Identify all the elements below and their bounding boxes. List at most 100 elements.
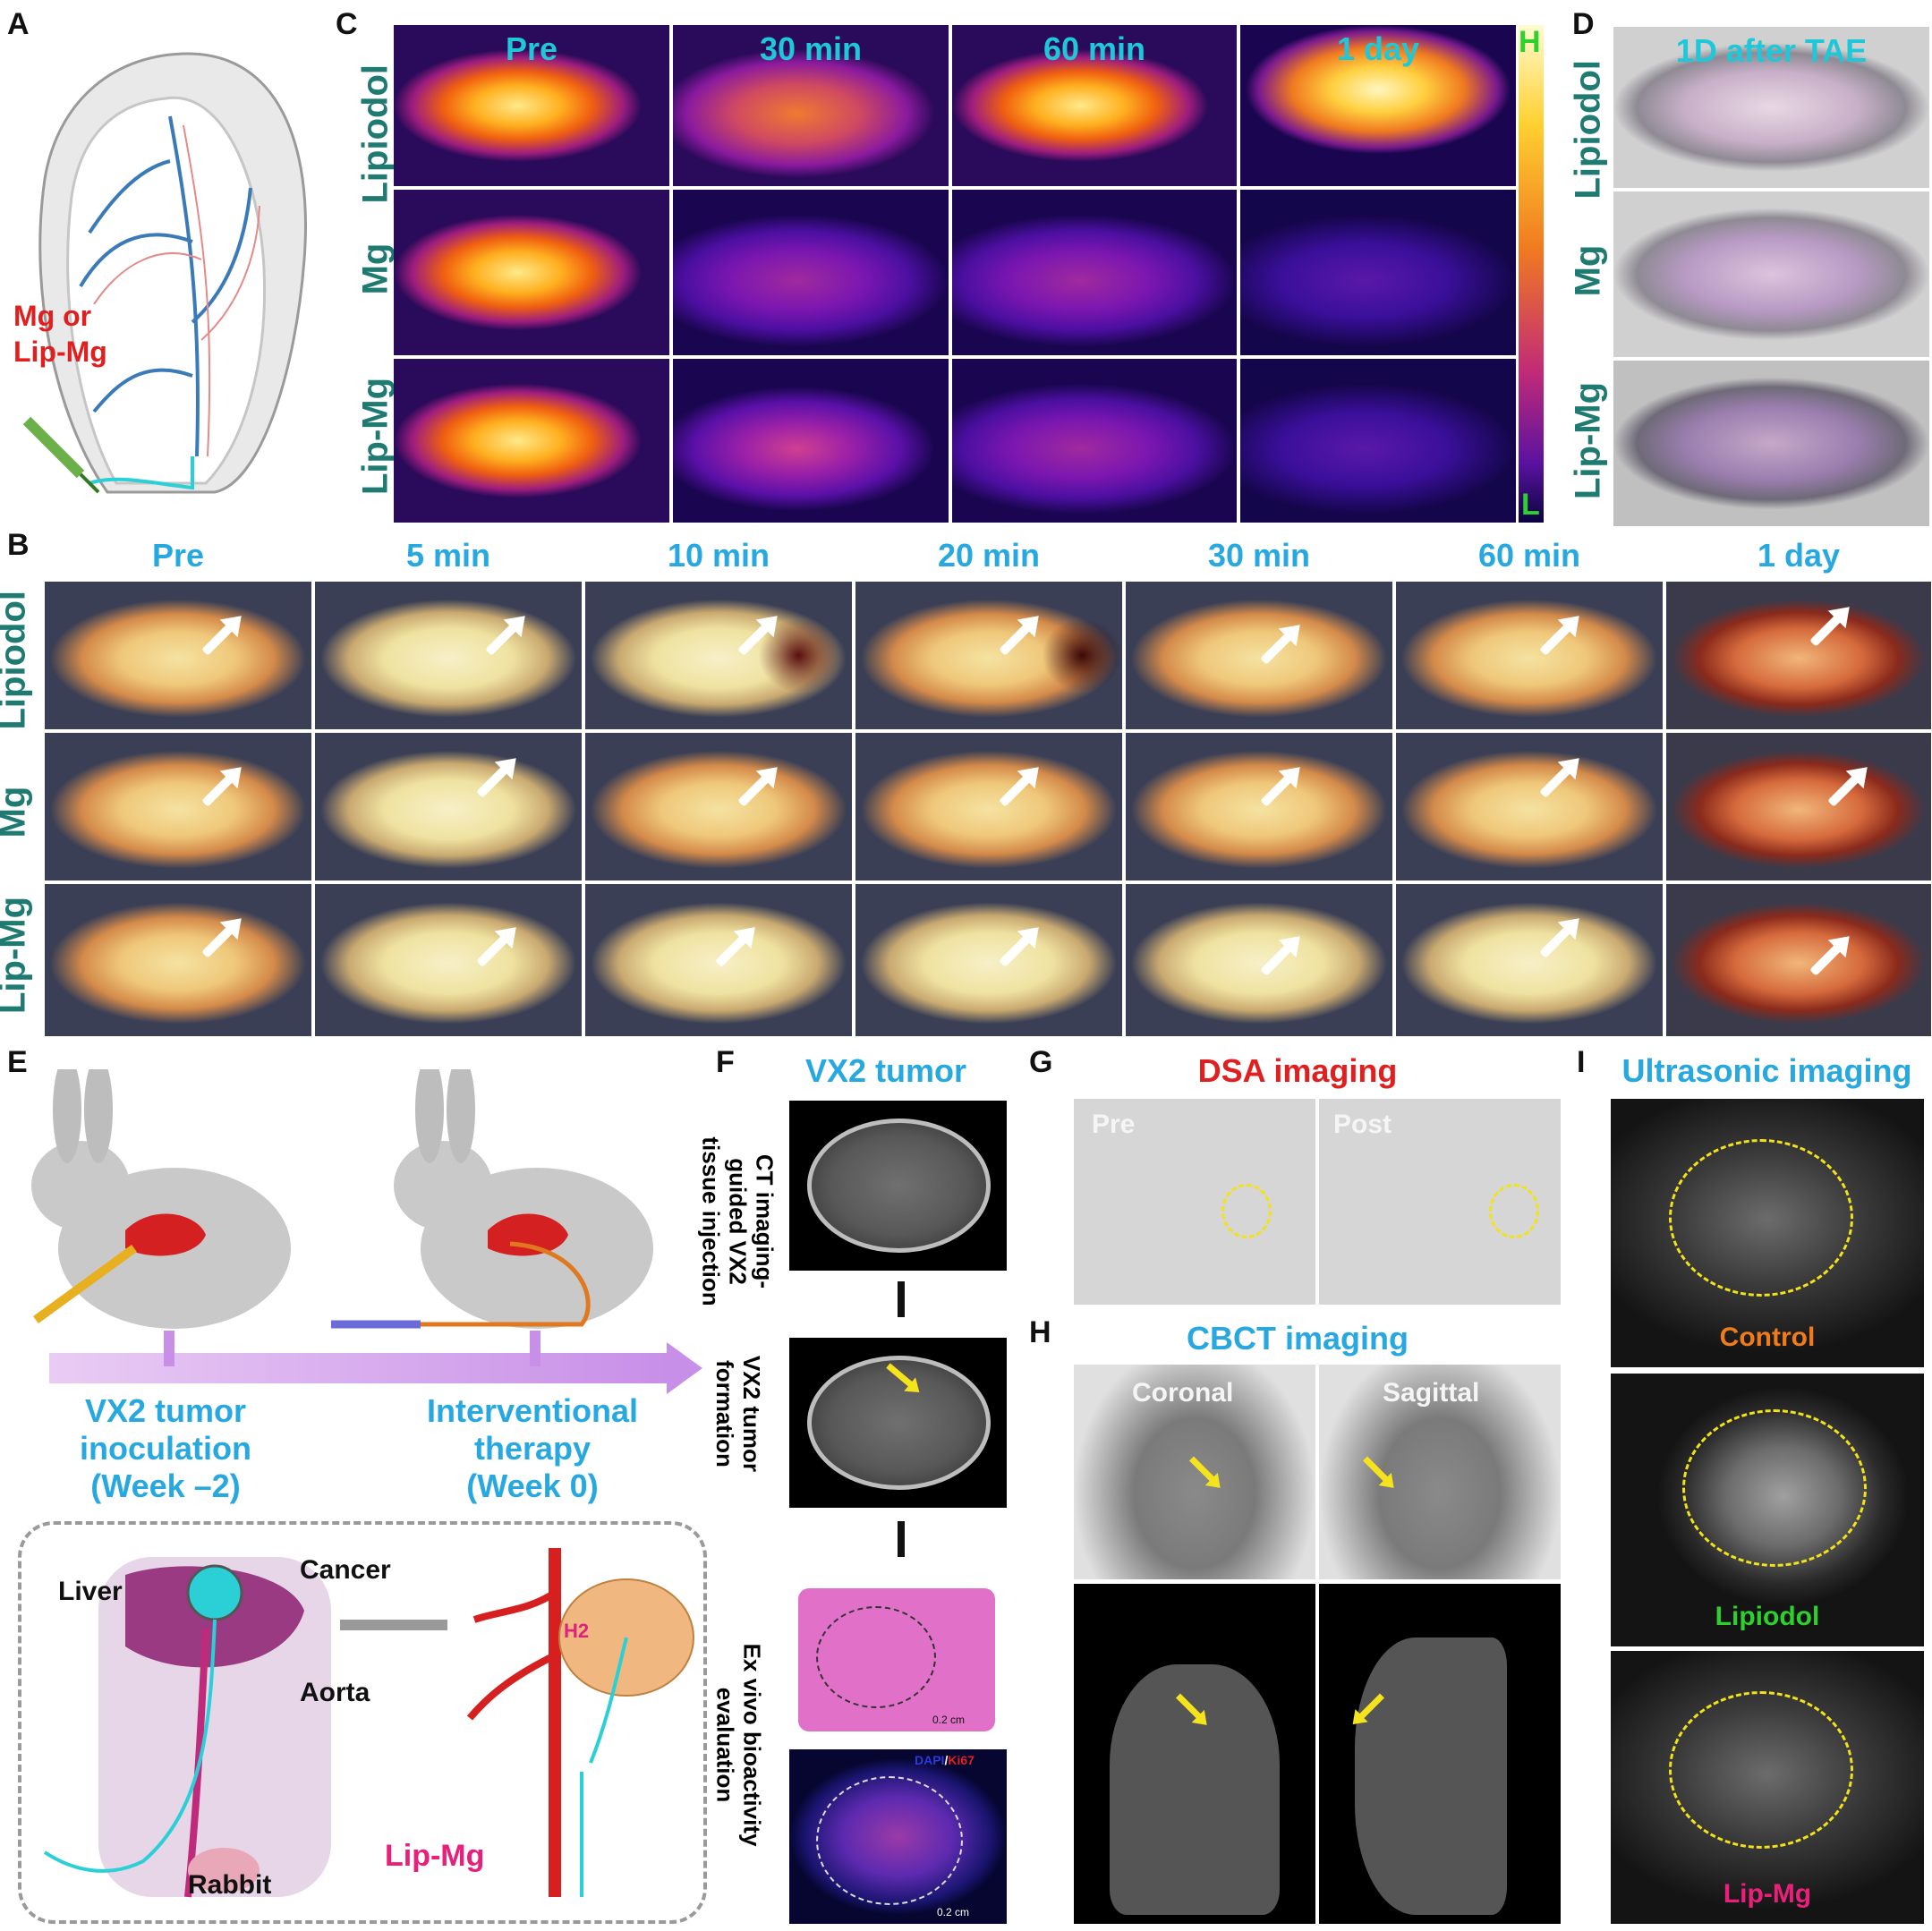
cbct-coronal-label: Coronal (1132, 1378, 1234, 1408)
photo-lipmg-5min (315, 884, 582, 1036)
photo-lipmg-1day (1666, 884, 1931, 1036)
photo-mg-pre (45, 733, 311, 880)
panel-d-row-label-mg: Mg (1568, 244, 1608, 297)
photo-lipmg-10min (585, 884, 852, 1036)
stain-legend-separator: / (944, 1753, 949, 1767)
tissue-mg-1d (1613, 191, 1929, 357)
dsa-post-label: Post (1333, 1110, 1392, 1139)
cbct-coronal-projection (1074, 1365, 1315, 1579)
panel-b-col-10min: 10 min (667, 537, 770, 574)
injection-label-line2: Lip-Mg (13, 336, 107, 368)
thermal-mg-30min (673, 190, 949, 355)
photo-lipiodol-pre (45, 582, 311, 729)
panel-letter-h: H (1029, 1315, 1051, 1349)
photo-lipmg-20min (855, 884, 1122, 1036)
timeline-tick-week-0 (530, 1331, 540, 1366)
timeline-tick-week-minus2 (164, 1331, 174, 1366)
panel-letter-c: C (336, 7, 358, 41)
thermal-colorbar (1519, 25, 1544, 523)
dsa-pre-image (1074, 1099, 1315, 1305)
ultrasound-label-lipiodol: Lipiodol (1715, 1602, 1820, 1631)
tissue-lipiodol-1d (1613, 27, 1929, 188)
liver-vessel-diagram (22, 52, 307, 494)
rabbit-inoculation-illustration (18, 1056, 304, 1338)
cbct-sagittal-projection (1319, 1365, 1561, 1579)
photo-mg-10min (585, 733, 852, 880)
panel-b-col-20min: 20 min (937, 537, 1041, 574)
panel-b-col-30min: 30 min (1207, 537, 1311, 574)
step2-caption-line2: formation (711, 1360, 738, 1467)
photo-lipmg-60min (1396, 884, 1663, 1036)
stain-legend-dapi: DAPI (915, 1753, 945, 1767)
panel-c-col-30min: 30 min (759, 30, 863, 67)
thermal-lipmg-pre (394, 359, 669, 523)
ultrasound-control (1611, 1099, 1924, 1367)
photo-lipiodol-10min (585, 582, 852, 729)
photo-mg-5min (315, 733, 582, 880)
thermal-lipmg-30min (673, 359, 949, 523)
panel-g-title: DSA imaging (1197, 1052, 1398, 1089)
panel-letter-i: I (1577, 1045, 1586, 1079)
panel-c-row-label-mg: Mg (355, 242, 396, 295)
thermal-mg-pre (394, 190, 669, 355)
panel-letter-f: F (716, 1045, 735, 1079)
step2-line1: Interventional (426, 1392, 639, 1429)
rabbit-therapy-illustration (331, 1056, 671, 1338)
step1-line2: inoculation (80, 1430, 251, 1467)
panel-h-title: CBCT imaging (1187, 1320, 1409, 1357)
panel-b-col-60min: 60 min (1477, 537, 1581, 574)
injection-label-line1: Mg or (13, 300, 92, 332)
h2-label: H2 (564, 1620, 590, 1642)
panel-f-step1-caption: CT imaging- guided VX2 tissue injection (689, 1105, 787, 1338)
label-liver: Liver (58, 1577, 123, 1606)
cbct-coronal-slice (1074, 1584, 1315, 1924)
step3-caption-line2: evaluation (711, 1687, 738, 1803)
embolization-vessel-illustration (456, 1539, 698, 1915)
step1-caption-line2: guided VX2 (725, 1158, 753, 1285)
photo-lipiodol-1day (1666, 582, 1931, 729)
dapi-ki67-stain-image: DAPI/Ki67 0.2 cm (789, 1749, 1007, 1924)
photo-lipiodol-30min (1126, 582, 1392, 729)
photo-lipiodol-60min (1396, 582, 1663, 729)
panel-c-col-1day: 1 day (1336, 30, 1420, 67)
panel-c-row-label-lip-mg: Lip-Mg (355, 377, 396, 496)
stain-legend: DAPI/Ki67 (915, 1753, 975, 1767)
panel-f-title: VX2 tumor (804, 1052, 967, 1089)
panel-letter-g: G (1029, 1045, 1053, 1079)
cbct-sagittal-label: Sagittal (1383, 1378, 1480, 1408)
panel-b-col-5min: 5 min (405, 537, 491, 574)
panel-letter-b: B (7, 528, 30, 562)
panel-b-col-pre: Pre (151, 537, 205, 574)
panel-f-step2-caption: VX2 tumor formation (689, 1324, 787, 1503)
cbct-sagittal-slice (1319, 1584, 1561, 1924)
step1-caption-line3: tissue injection (698, 1136, 726, 1306)
panel-d-header: 1D after TAE (1675, 32, 1868, 69)
label-lip-mg: Lip-Mg (385, 1839, 485, 1873)
step2-line3: (Week 0) (466, 1467, 599, 1504)
panel-b-col-1day: 1 day (1757, 537, 1841, 574)
ultrasound-label-control: Control (1719, 1323, 1816, 1352)
thermal-lipmg-1day (1240, 359, 1516, 523)
dsa-post-image (1319, 1099, 1561, 1305)
flow-arrow-1 (898, 1281, 905, 1317)
flow-arrow-2 (898, 1521, 905, 1557)
panel-i-title: Ultrasonic imaging (1621, 1052, 1912, 1089)
photo-lipiodol-20min (855, 582, 1122, 729)
label-rabbit: Rabbit (188, 1870, 272, 1900)
stain-legend-ki67: Ki67 (948, 1753, 975, 1767)
he-scale-label: 0.2 cm (932, 1714, 966, 1726)
panel-c-col-pre: Pre (505, 30, 558, 67)
step1-line3: (Week –2) (90, 1467, 241, 1504)
rabbit-anatomy-illustration (36, 1539, 376, 1915)
label-aorta: Aorta (300, 1678, 370, 1707)
photo-mg-20min (855, 733, 1122, 880)
panel-a-liver-schematic (9, 36, 322, 501)
mechanism-inset-box (18, 1521, 707, 1924)
he-stain-image: 0.2 cm (789, 1579, 1007, 1740)
timeline-arrowhead (667, 1342, 702, 1394)
panel-c-col-60min: 60 min (1043, 30, 1146, 67)
ultrasound-lip-mg (1611, 1651, 1924, 1924)
photo-lipmg-30min (1126, 884, 1392, 1036)
colorbar-low-label: L (1521, 488, 1540, 522)
dapi-scale-label: 0.2 cm (937, 1906, 970, 1918)
